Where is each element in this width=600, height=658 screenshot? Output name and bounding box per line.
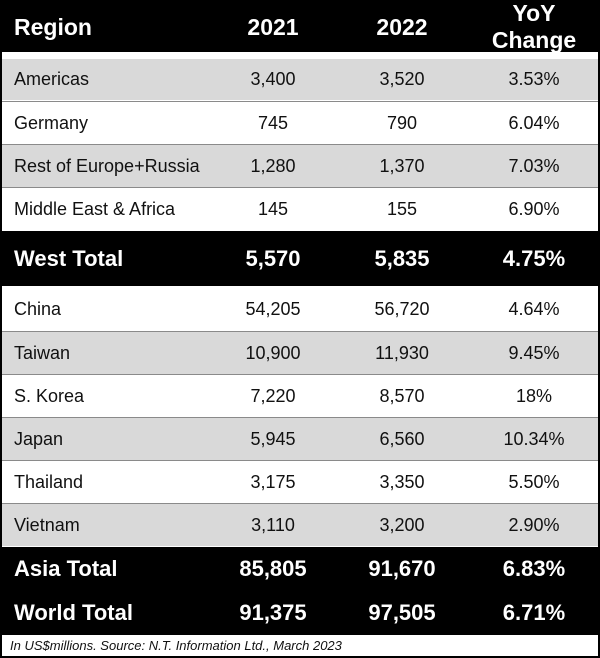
row-divider xyxy=(2,503,598,504)
value-2022-cell: 3,200 xyxy=(379,514,425,535)
value-2021-cell: 10,900 xyxy=(245,342,301,363)
value-2022-cell: 6,560 xyxy=(379,428,425,449)
region-cell: Asia Total xyxy=(14,556,118,581)
region-cell: Japan xyxy=(14,428,64,449)
table-header-row: Region 2021 2022 YoY Change xyxy=(2,0,598,53)
value-2022-cell: 11,930 xyxy=(375,342,429,363)
yoy-change-cell: 7.03% xyxy=(508,155,560,176)
table-row-japan: Japan 5,945 6,560 10.34% xyxy=(2,418,598,460)
column-header-region: Region xyxy=(14,13,92,40)
table-row-rest-of-europe-russia: Rest of Europe+Russia 1,280 1,370 7.03% xyxy=(2,145,598,187)
yoy-change-cell: 4.64% xyxy=(508,298,560,319)
table-row-middle-east-africa: Middle East & Africa 145 155 6.90% xyxy=(2,188,598,230)
value-2021-cell: 85,805 xyxy=(239,556,307,581)
region-cell: Thailand xyxy=(14,471,84,492)
value-2021-cell: 1,280 xyxy=(250,155,296,176)
region-cell: Middle East & Africa xyxy=(14,198,176,219)
table-row-asia-total: Asia Total 85,805 91,670 6.83% xyxy=(2,547,598,591)
table-row-west-total: West Total 5,570 5,835 4.75% xyxy=(2,231,598,286)
yoy-change-cell: 4.75% xyxy=(502,245,566,271)
row-divider xyxy=(2,460,598,461)
value-2022-cell: 91,670 xyxy=(368,556,436,581)
table-row-vietnam: Vietnam 3,110 3,200 2.90% xyxy=(2,504,598,546)
value-2021-cell: 745 xyxy=(257,112,289,133)
value-2022-cell: 56,720 xyxy=(374,298,430,319)
yoy-change-cell: 10.34% xyxy=(503,428,565,449)
table-row-s-korea: S. Korea 7,220 8,570 18% xyxy=(2,375,598,417)
yoy-change-cell: 18% xyxy=(515,385,553,406)
value-2022-cell: 5,835 xyxy=(374,245,430,271)
region-cell: China xyxy=(14,298,62,319)
value-2021-cell: 3,110 xyxy=(251,514,295,535)
value-2022-cell: 155 xyxy=(386,198,418,219)
value-2021-cell: 5,945 xyxy=(250,428,296,449)
table-row-germany: Germany 745 790 6.04% xyxy=(2,102,598,144)
yoy-change-cell: 2.90% xyxy=(508,514,560,535)
table-row-world-total: World Total 91,375 97,505 6.71% xyxy=(2,591,598,634)
table-row-taiwan: Taiwan 10,900 11,930 9.45% xyxy=(2,332,598,374)
column-header-yoy-change: YoY Change xyxy=(491,0,577,53)
yoy-change-cell: 3.53% xyxy=(508,69,560,89)
yoy-change-cell: 9.45% xyxy=(508,342,560,363)
row-divider xyxy=(2,331,598,332)
row-divider xyxy=(2,187,598,188)
value-2021-cell: 91,375 xyxy=(239,599,307,625)
table-row-americas: Americas 3,400 3,520 3.53% xyxy=(2,59,598,100)
yoy-change-cell: 5.50% xyxy=(508,471,560,492)
region-cell: S. Korea xyxy=(14,385,85,406)
yoy-change-cell: 6.04% xyxy=(508,112,560,133)
value-2021-cell: 3,175 xyxy=(250,471,296,492)
source-note: In US$millions. Source: N.T. Information… xyxy=(2,634,598,656)
yoy-change-cell: 6.90% xyxy=(508,198,560,219)
region-cell: Taiwan xyxy=(14,342,71,363)
row-divider xyxy=(2,374,598,375)
region-cell: Americas xyxy=(14,69,90,89)
value-2021-cell: 54,205 xyxy=(245,298,301,319)
yoy-change-cell: 6.83% xyxy=(502,556,566,581)
value-2022-cell: 790 xyxy=(386,112,418,133)
value-2022-cell: 97,505 xyxy=(368,599,436,625)
value-2021-cell: 7,220 xyxy=(250,385,296,406)
row-divider xyxy=(2,144,598,145)
value-2021-cell: 145 xyxy=(257,198,289,219)
region-cell: World Total xyxy=(14,599,133,625)
table-row-thailand: Thailand 3,175 3,350 5.50% xyxy=(2,461,598,503)
value-2022-cell: 8,570 xyxy=(379,385,425,406)
value-2022-cell: 3,350 xyxy=(379,471,425,492)
column-header-2022: 2022 xyxy=(376,13,428,40)
value-2021-cell: 3,400 xyxy=(250,69,296,89)
value-2022-cell: 3,520 xyxy=(379,69,425,89)
value-2022-cell: 1,370 xyxy=(379,155,425,176)
region-cell: Rest of Europe+Russia xyxy=(14,155,200,176)
region-cell: Vietnam xyxy=(14,514,80,535)
table-row-china: China 54,205 56,720 4.64% xyxy=(2,287,598,331)
region-cell: Germany xyxy=(14,112,89,133)
row-divider xyxy=(2,417,598,418)
row-divider xyxy=(2,101,598,102)
region-cell: West Total xyxy=(14,245,124,271)
column-header-2021: 2021 xyxy=(247,13,299,40)
yoy-change-cell: 6.71% xyxy=(502,599,566,625)
value-2021-cell: 5,570 xyxy=(245,245,301,271)
